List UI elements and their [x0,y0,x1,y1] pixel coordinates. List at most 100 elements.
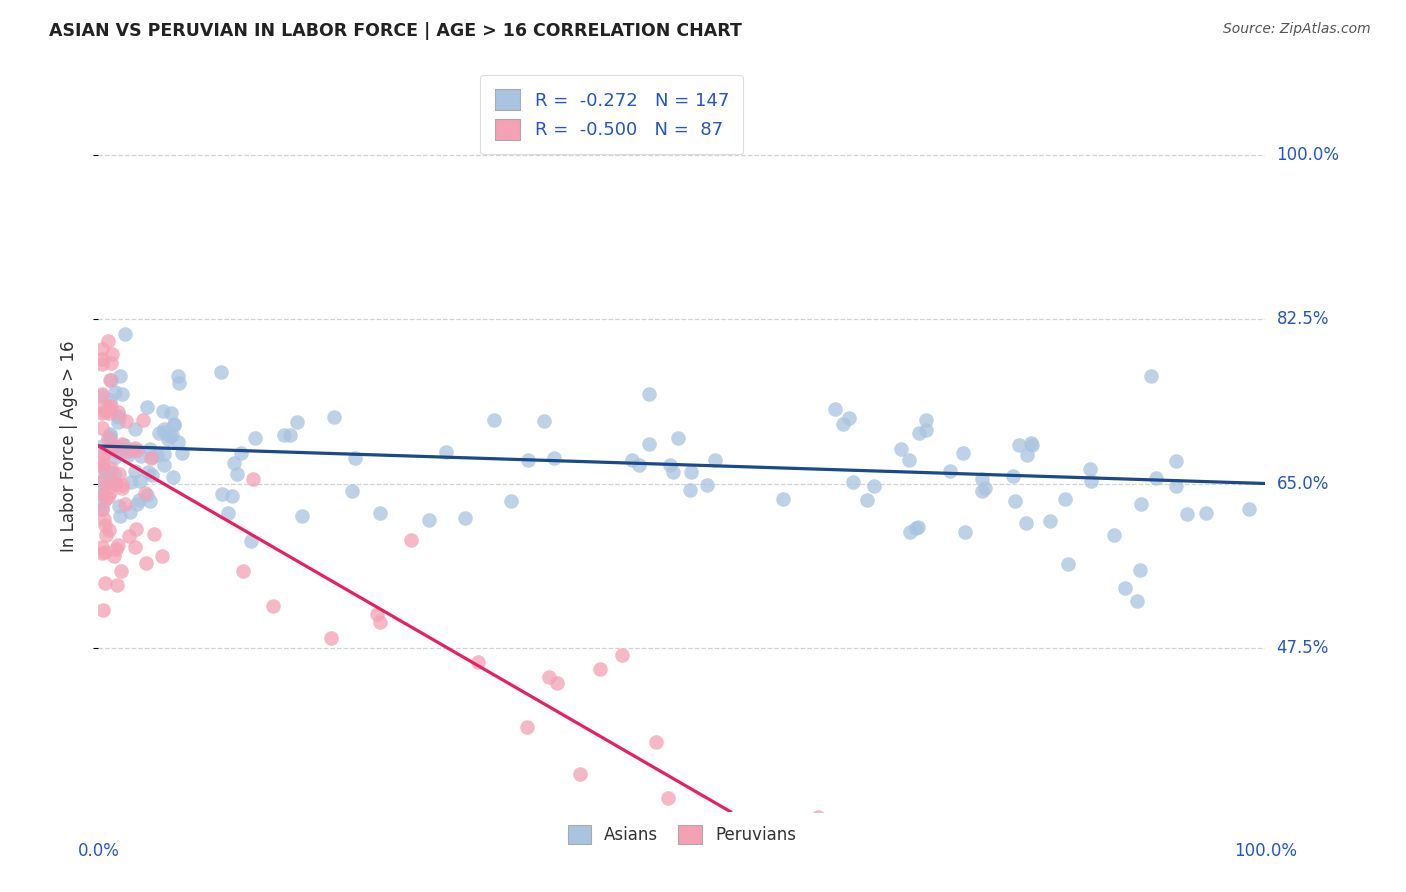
Point [897,453,920,467]
Point [110,386,132,401]
Point [239,534,262,549]
Point [148,425,170,440]
Point [914,423,936,437]
Point [98,373,121,387]
Point [90,343,112,357]
Point [904,521,927,535]
Point [104,476,127,491]
Point [93,487,115,501]
Point [100,461,122,475]
Point [159,429,181,443]
Point [163,417,186,432]
Point [107,467,129,481]
Point [115,444,138,458]
Point [117,448,139,462]
Point [107,443,129,458]
Point [898,525,921,540]
Point [343,450,366,465]
Point [143,527,166,541]
Point [807,810,830,824]
Point [280,428,302,442]
Text: 65.0%: 65.0% [1277,475,1329,492]
Point [94,518,117,533]
Point [100,373,122,387]
Point [115,414,138,428]
Point [111,442,134,456]
Point [105,542,128,557]
Point [1053,492,1076,507]
Text: Source: ZipAtlas.com: Source: ZipAtlas.com [1223,22,1371,37]
Point [929,852,952,866]
Point [153,425,176,440]
Point [125,522,148,536]
Point [679,483,702,498]
Point [90,501,112,516]
Point [772,491,794,506]
Point [832,417,855,431]
Point [101,440,124,454]
Point [91,496,114,510]
Point [91,546,114,560]
Point [94,405,117,419]
Point [120,505,142,519]
Point [90,452,112,467]
Point [645,735,668,749]
Point [141,450,163,465]
Point [90,406,112,420]
Point [467,655,489,669]
Point [1125,594,1147,608]
Point [211,487,233,501]
Point [162,428,184,442]
Point [91,387,114,401]
Point [1102,528,1125,542]
Point [136,465,159,479]
Point [657,791,679,805]
Point [1008,437,1031,451]
Point [139,493,162,508]
Point [107,499,129,513]
Point [111,477,134,491]
Point [972,483,994,498]
Point [291,508,314,523]
Point [666,431,689,445]
Point [224,456,246,470]
Point [1080,474,1102,488]
Point [124,464,146,478]
Point [104,439,127,453]
Point [94,544,117,558]
Point [98,475,121,489]
Point [589,661,612,675]
Point [107,405,129,419]
Point [662,466,685,480]
Point [98,427,121,442]
Point [114,497,136,511]
Point [1057,558,1080,572]
Point [543,450,565,465]
Point [124,421,146,435]
Point [90,475,112,489]
Point [94,575,117,590]
Point [128,493,150,508]
Point [103,467,125,481]
Text: 47.5%: 47.5% [1277,639,1329,657]
Legend: Asians, Peruvians: Asians, Peruvians [561,818,803,851]
Point [127,442,149,457]
Point [1002,469,1025,483]
Point [104,384,127,399]
Point [842,475,865,489]
Point [323,410,346,425]
Point [221,489,243,503]
Point [135,556,157,570]
Point [1019,435,1042,450]
Point [638,386,661,401]
Point [482,413,505,427]
Text: 0.0%: 0.0% [77,842,120,860]
Point [245,431,267,445]
Point [232,564,254,578]
Point [97,431,120,445]
Point [98,406,121,420]
Point [856,492,879,507]
Point [939,463,962,477]
Point [321,631,343,645]
Point [98,523,121,537]
